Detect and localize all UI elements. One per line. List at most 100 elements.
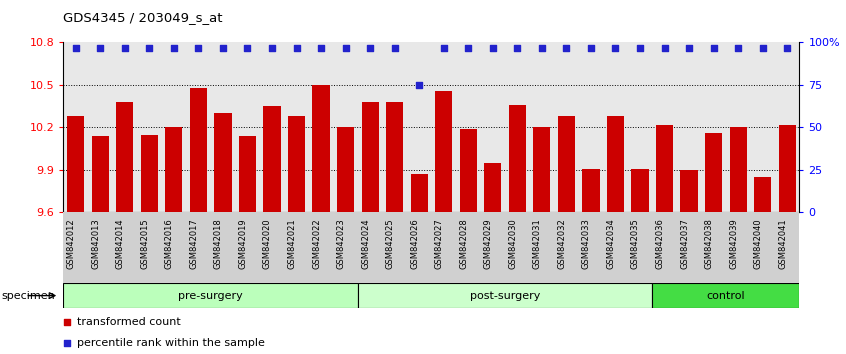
Bar (88, 42, 113, 212)
Bar (137, 42, 162, 212)
Text: GSM842040: GSM842040 (754, 218, 762, 269)
Text: GSM842036: GSM842036 (656, 218, 664, 269)
Text: pre-surgery: pre-surgery (179, 291, 243, 301)
Text: GSM842039: GSM842039 (729, 218, 738, 269)
Text: GSM842034: GSM842034 (607, 218, 615, 269)
Point (559, 45, 573, 50)
Point (289, 45, 303, 50)
Bar (435, 91, 453, 212)
Bar (309, 42, 333, 212)
Bar (628, 42, 652, 212)
Bar (505, 42, 530, 212)
Point (118, 45, 131, 50)
Bar (481, 42, 505, 212)
Text: GSM842020: GSM842020 (263, 218, 272, 269)
Point (584, 45, 597, 50)
Point (363, 45, 376, 50)
Bar (508, 105, 526, 212)
Point (706, 45, 720, 50)
Bar (656, 125, 673, 212)
Point (755, 45, 769, 50)
Bar (235, 42, 260, 212)
Bar (358, 283, 652, 308)
Point (167, 45, 180, 50)
Text: GSM842023: GSM842023 (337, 218, 345, 269)
Text: GSM842012: GSM842012 (67, 218, 75, 269)
Text: GSM842026: GSM842026 (410, 218, 419, 269)
Point (314, 45, 327, 50)
Bar (459, 129, 477, 212)
Text: GSM842014: GSM842014 (116, 218, 124, 269)
Text: GSM842016: GSM842016 (165, 218, 173, 269)
Point (191, 45, 205, 50)
Point (461, 45, 475, 50)
Point (608, 45, 622, 50)
Bar (333, 42, 358, 212)
Bar (558, 116, 575, 212)
Point (437, 45, 450, 50)
Text: transformed count: transformed count (77, 317, 180, 327)
Bar (358, 42, 382, 212)
Bar (239, 136, 256, 212)
Bar (337, 127, 354, 212)
Point (682, 45, 695, 50)
Point (69, 45, 82, 50)
Bar (431, 42, 456, 212)
Text: GSM842038: GSM842038 (705, 218, 713, 269)
Point (731, 45, 744, 50)
Bar (410, 174, 428, 212)
Point (459, 233, 472, 239)
Bar (186, 42, 211, 212)
Text: GSM842029: GSM842029 (484, 218, 492, 269)
Text: specimen: specimen (2, 291, 56, 301)
Bar (631, 169, 649, 212)
Bar (603, 42, 628, 212)
Bar (729, 127, 747, 212)
Bar (386, 102, 404, 212)
Bar (533, 127, 551, 212)
Text: GSM842030: GSM842030 (508, 218, 517, 269)
Bar (162, 42, 186, 212)
Bar (775, 42, 799, 212)
Text: GSM842033: GSM842033 (582, 218, 591, 269)
Point (387, 45, 401, 50)
Text: GSM842035: GSM842035 (631, 218, 640, 269)
Bar (579, 42, 603, 212)
Bar (63, 42, 88, 212)
Bar (652, 283, 799, 308)
Bar (456, 42, 481, 212)
Text: GSM842028: GSM842028 (459, 218, 468, 269)
Text: GSM842017: GSM842017 (190, 218, 198, 269)
Point (780, 45, 794, 50)
Text: GSM842027: GSM842027 (435, 218, 443, 269)
Bar (652, 42, 677, 212)
Text: GSM842018: GSM842018 (214, 218, 222, 269)
Bar (530, 42, 554, 212)
Bar (284, 42, 309, 212)
Point (657, 45, 671, 50)
Bar (754, 177, 772, 212)
Bar (165, 127, 183, 212)
Point (93, 45, 107, 50)
Bar (67, 116, 85, 212)
Bar (407, 42, 431, 212)
Point (338, 45, 352, 50)
Text: GSM842015: GSM842015 (140, 218, 149, 269)
Text: GSM842032: GSM842032 (558, 218, 566, 269)
Bar (778, 125, 796, 212)
Point (216, 45, 229, 50)
Bar (382, 42, 407, 212)
Text: GSM842041: GSM842041 (778, 218, 787, 269)
Bar (214, 113, 232, 212)
Bar (288, 116, 305, 212)
Bar (677, 42, 701, 212)
Bar (607, 116, 624, 212)
Point (510, 45, 524, 50)
Bar (361, 102, 379, 212)
Text: percentile rank within the sample: percentile rank within the sample (77, 338, 265, 348)
Text: GSM842019: GSM842019 (239, 218, 247, 269)
Bar (554, 42, 579, 212)
Bar (91, 136, 109, 212)
Point (240, 45, 254, 50)
Text: control: control (706, 291, 745, 301)
